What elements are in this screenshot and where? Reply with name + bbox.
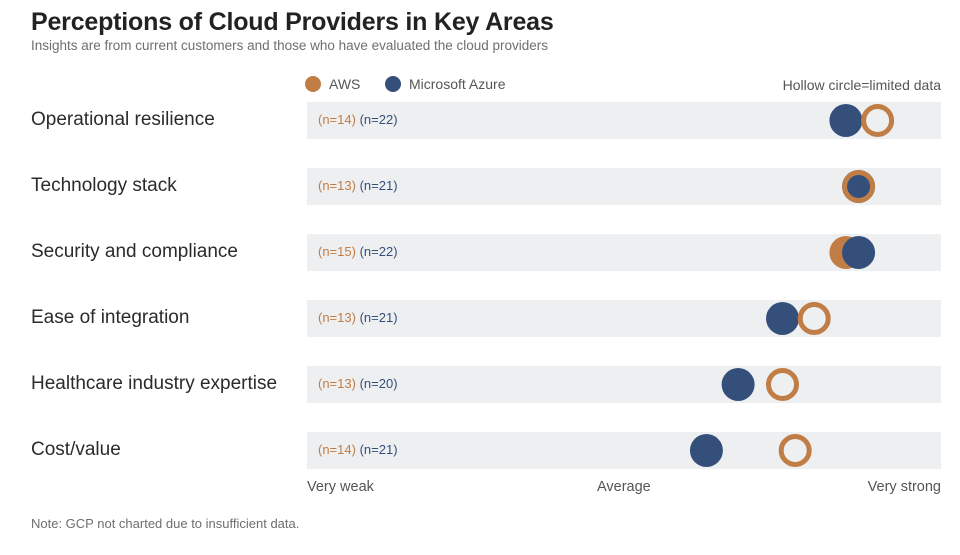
sample-size-labels: (n=13) (n=21) (318, 310, 398, 325)
sample-size-labels: (n=13) (n=20) (318, 376, 398, 391)
sample-size-labels: (n=15) (n=22) (318, 244, 398, 259)
sample-size-labels: (n=14) (n=21) (318, 442, 398, 457)
category-label: Healthcare industry expertise (31, 373, 278, 394)
azure-sample-size: (n=21) (359, 442, 398, 457)
azure-sample-size: (n=21) (359, 310, 398, 325)
row-bar: (n=15) (n=22) (307, 234, 941, 271)
legend-azure-label: Microsoft Azure (409, 76, 506, 92)
aws-sample-size: (n=13) (318, 178, 356, 193)
legend-aws-label: AWS (329, 76, 361, 92)
category-label: Technology stack (31, 175, 177, 196)
azure-sample-size: (n=20) (359, 376, 398, 391)
footnote: Note: GCP not charted due to insufficien… (31, 516, 300, 531)
azure-sample-size: (n=22) (359, 112, 398, 127)
hollow-circle-note: Hollow circle=limited data (782, 77, 941, 93)
sample-size-labels: (n=13) (n=21) (318, 178, 398, 193)
axis-label-average: Average (597, 479, 651, 495)
chart-subtitle: Insights are from current customers and … (31, 38, 549, 53)
sample-size-labels: (n=14) (n=22) (318, 112, 398, 127)
category-label: Operational resilience (31, 109, 215, 130)
legend-azure-swatch (385, 76, 401, 92)
azure-sample-size: (n=22) (359, 244, 398, 259)
aws-sample-size: (n=14) (318, 442, 356, 457)
legend-item-aws: AWS (305, 76, 360, 92)
aws-sample-size: (n=15) (318, 244, 356, 259)
axis-label-very-strong: Very strong (867, 479, 941, 495)
chart-title: Perceptions of Cloud Providers in Key Ar… (31, 8, 554, 36)
row-bar: (n=13) (n=21) (307, 168, 941, 205)
category-label: Cost/value (31, 439, 121, 460)
aws-sample-size: (n=13) (318, 310, 356, 325)
axis-label-very-weak: Very weak (307, 479, 374, 495)
azure-sample-size: (n=21) (359, 178, 398, 193)
row-bar: (n=14) (n=21) (307, 432, 941, 469)
legend-item-azure: Microsoft Azure (385, 76, 505, 92)
row-bar: (n=13) (n=21) (307, 300, 941, 337)
legend-aws-swatch (305, 76, 321, 92)
row-bar: (n=14) (n=22) (307, 102, 941, 139)
category-label: Security and compliance (31, 241, 238, 262)
row-bar: (n=13) (n=20) (307, 366, 941, 403)
aws-sample-size: (n=14) (318, 112, 356, 127)
category-label: Ease of integration (31, 307, 190, 328)
aws-sample-size: (n=13) (318, 376, 356, 391)
